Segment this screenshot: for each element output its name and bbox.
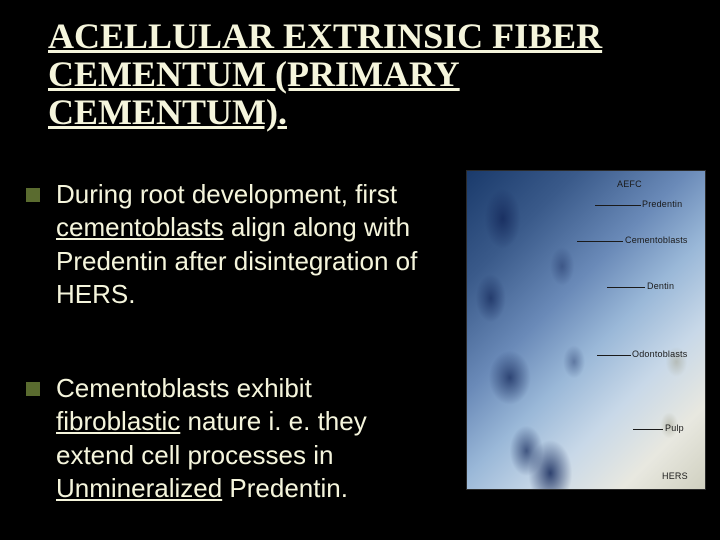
histology-label: Odontoblasts xyxy=(632,349,687,359)
histology-label: Predentin xyxy=(642,199,682,209)
histology-pointer-line xyxy=(577,241,623,242)
bullet-2-underlined2: Unmineralized xyxy=(56,473,222,503)
bullet-item-2: Cementoblasts exhibit fibroblastic natur… xyxy=(26,372,436,505)
bullet-item-1: During root development, first cementobl… xyxy=(26,178,426,311)
histology-pointer-line xyxy=(595,205,641,206)
slide-title: ACELLULAR EXTRINSIC FIBER CEMENTUM (PRIM… xyxy=(48,18,672,131)
bullet-1-prefix: During root development, first xyxy=(56,179,397,209)
histology-pointer-line xyxy=(607,287,645,288)
histology-image: AEFCPredentin Cementoblasts Dentin Odontobl… xyxy=(466,170,706,490)
histology-label: Cementoblasts xyxy=(625,235,688,245)
bullet-marker-icon xyxy=(26,382,40,396)
histology-label: Pulp xyxy=(665,423,684,433)
bullet-text-2: Cementoblasts exhibit fibroblastic natur… xyxy=(26,372,436,505)
histology-texture xyxy=(467,171,705,489)
slide-container: ACELLULAR EXTRINSIC FIBER CEMENTUM (PRIM… xyxy=(0,0,720,540)
bullet-2-suffix2: Predentin. xyxy=(222,473,348,503)
bullet-marker-icon xyxy=(26,188,40,202)
histology-label: HERS xyxy=(662,471,688,481)
histology-label: AEFC xyxy=(617,179,642,189)
histology-pointer-line xyxy=(633,429,663,430)
bullet-text-1: During root development, first cementobl… xyxy=(26,178,426,311)
bullet-1-underlined: cementoblasts xyxy=(56,212,224,242)
histology-pointer-line xyxy=(597,355,631,356)
bullet-2-prefix: Cementoblasts exhibit xyxy=(56,373,312,403)
bullet-2-underlined: fibroblastic xyxy=(56,406,180,436)
histology-label: Dentin xyxy=(647,281,674,291)
